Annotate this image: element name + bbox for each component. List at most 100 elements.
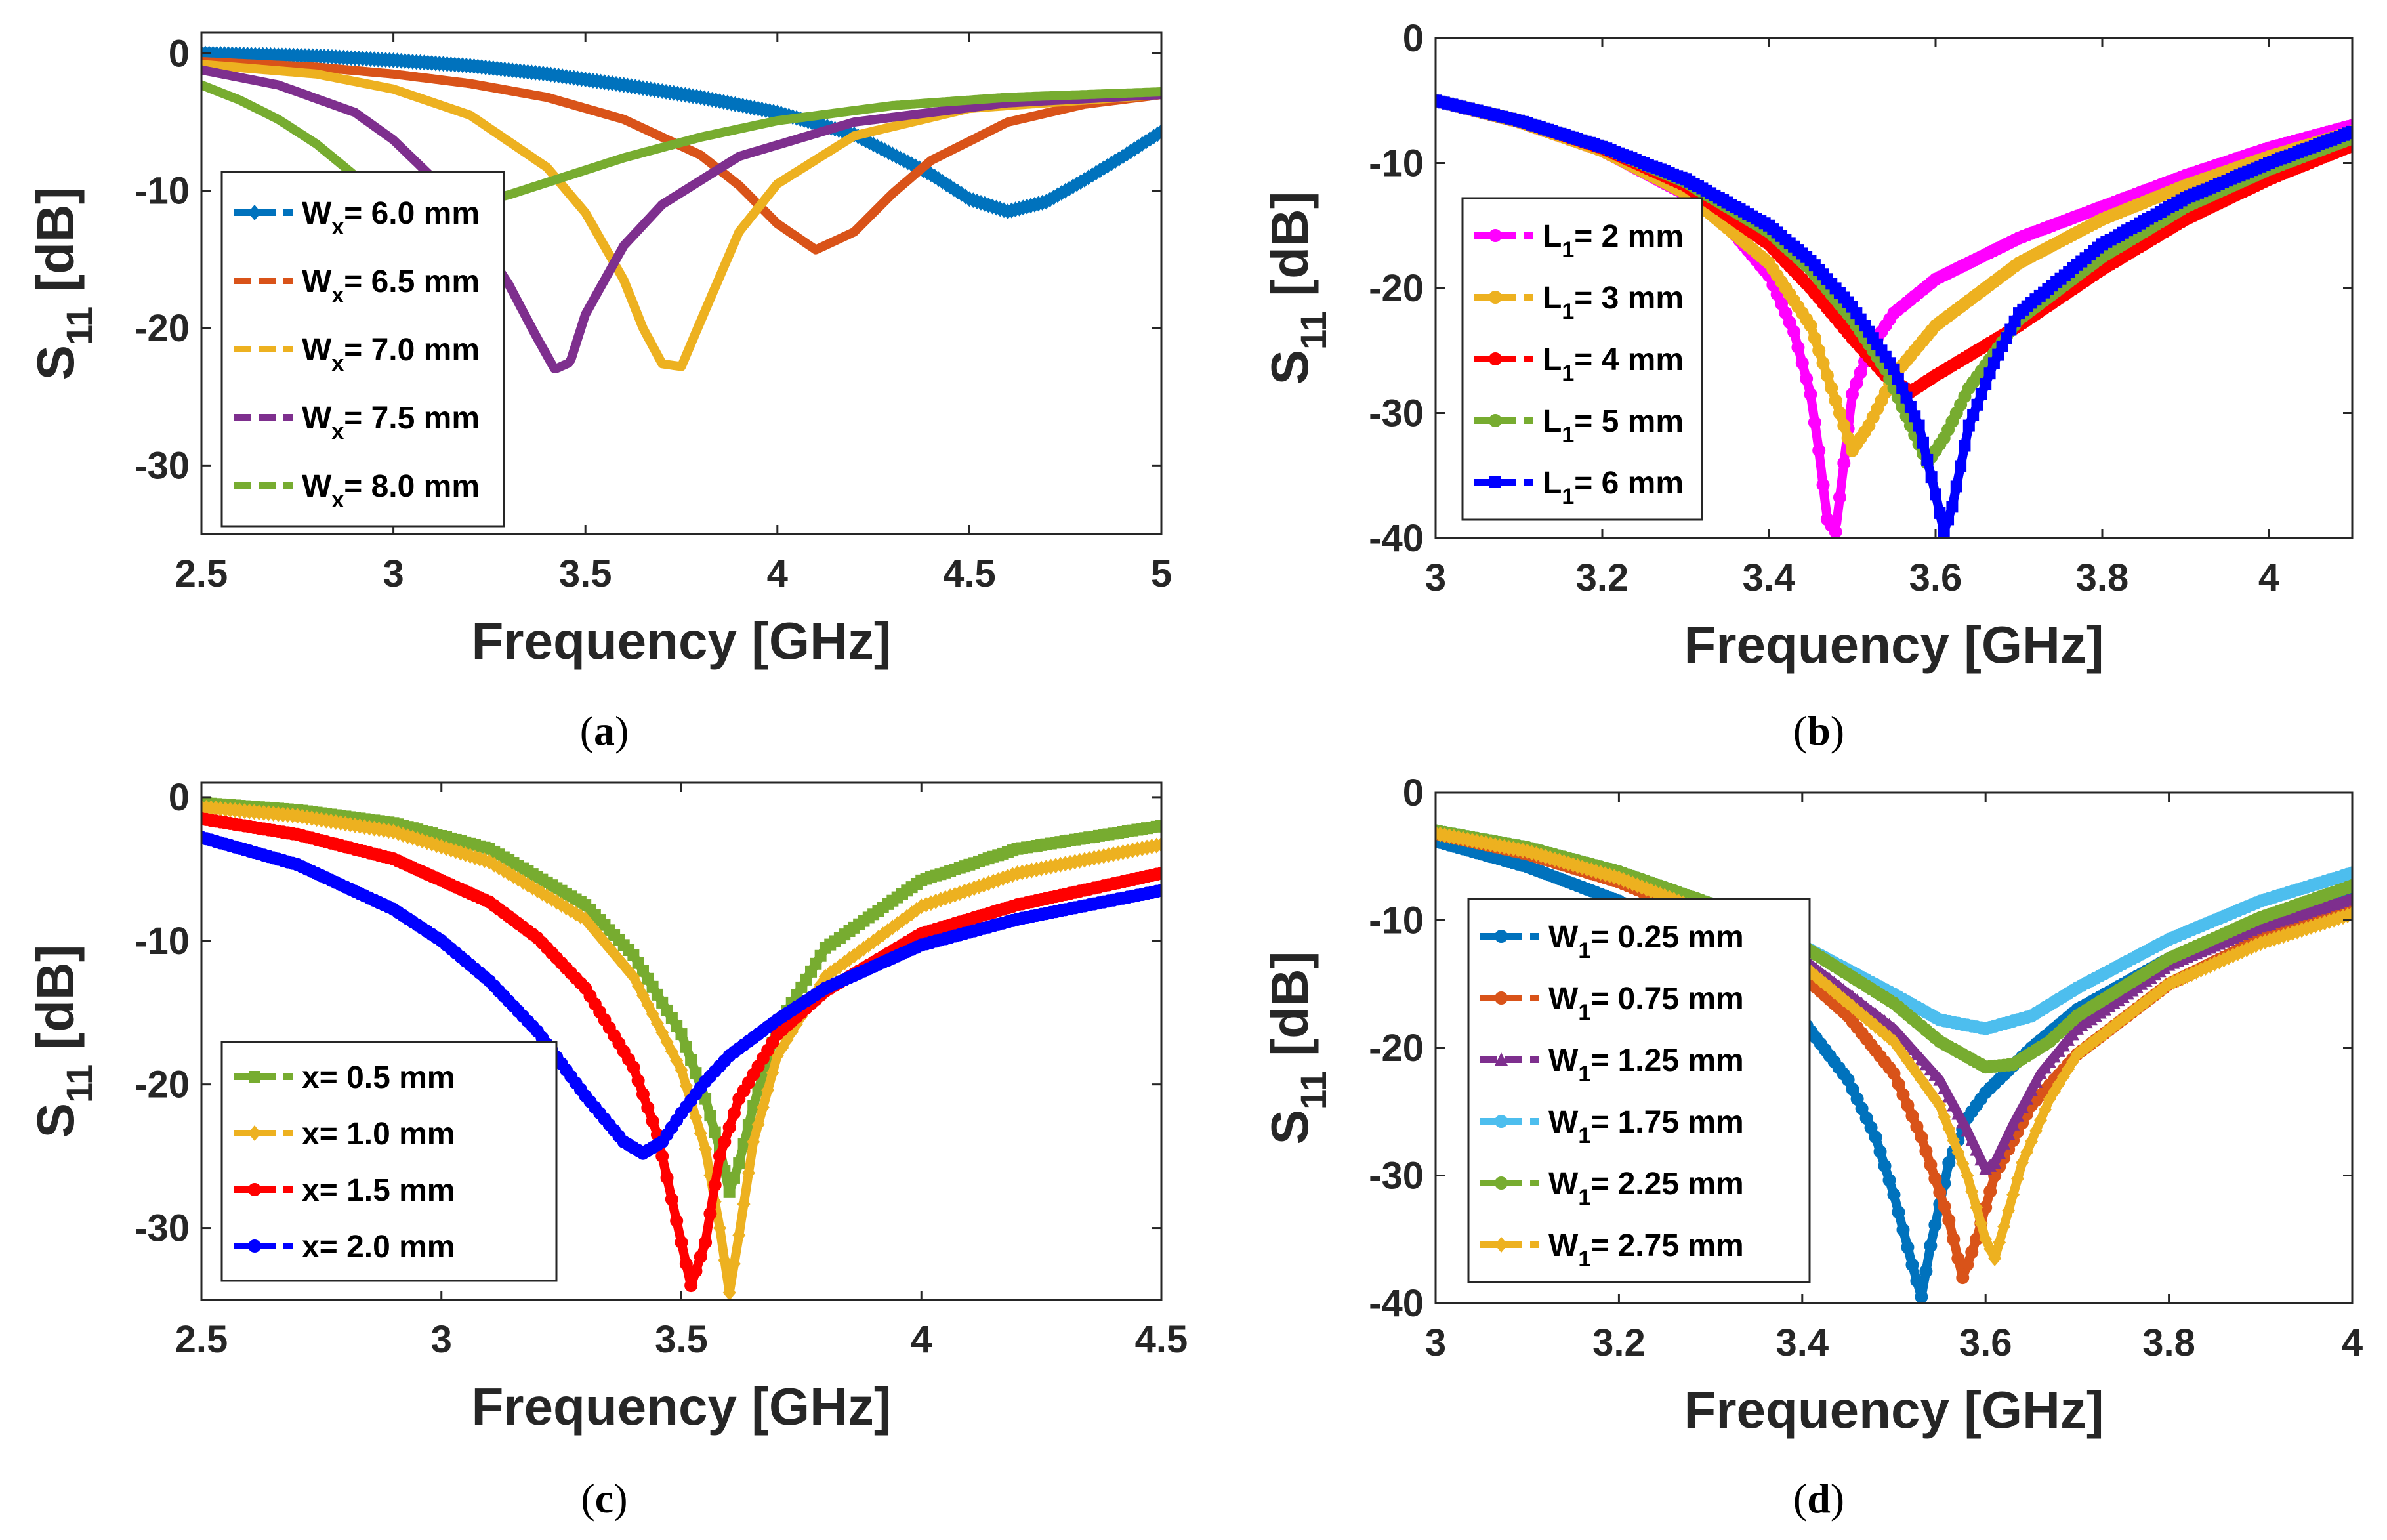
legend-label-main: L (1543, 219, 1562, 254)
legend-label-sub: x (331, 488, 344, 512)
data-point (1942, 1089, 1956, 1103)
legend-marker (1495, 1176, 1508, 1190)
y-tick-label: -30 (1369, 1155, 1424, 1197)
legend: x= 0.5 mm x= 1.0 mm x= 1.5 mm x= 2.0 mm (220, 1041, 558, 1282)
data-point (1919, 1144, 1933, 1158)
data-point (727, 1106, 741, 1120)
data-point (1950, 480, 1962, 493)
data-point (1915, 1290, 1928, 1303)
data-point (1787, 325, 1801, 339)
data-point (655, 1150, 669, 1163)
legend-marker (1495, 991, 1508, 1005)
data-point (732, 1227, 746, 1243)
data-point (689, 1264, 703, 1278)
legend-marker (1489, 229, 1502, 242)
legend-label: x= 1.0 mm (302, 1117, 455, 1152)
data-point (1155, 837, 1161, 853)
legend-entry-5: Wx= 8.0 mm (234, 469, 480, 512)
y-axis-label: S11 [dB] (26, 945, 100, 1138)
legend-label-rest: = 4 mm (1574, 343, 1684, 377)
data-point (675, 1028, 688, 1041)
data-point (1812, 344, 1826, 358)
data-point (1896, 1088, 1910, 1102)
series-group (201, 45, 1161, 373)
legend-label-sub: x (331, 283, 344, 308)
legend-label-main: W (1548, 1228, 1579, 1263)
y-tick-label: -20 (1369, 1027, 1424, 1070)
legend-label-rest: = 7.5 mm (344, 401, 480, 436)
data-point (1887, 1066, 1901, 1080)
data-point (1956, 1271, 1970, 1285)
legend-marker (1495, 1115, 1508, 1128)
y-tick-label: -20 (135, 1064, 190, 1106)
data-point (1955, 460, 1967, 472)
legend-marker (248, 1125, 261, 1141)
legend-label: Wx= 7.5 mm (302, 401, 480, 444)
data-point (728, 1171, 740, 1184)
y-tick-label: -10 (135, 170, 190, 213)
data-point (1837, 419, 1851, 432)
data-point (1829, 525, 1842, 538)
data-point (1837, 456, 1851, 470)
legend-label-rest: = 7.0 mm (344, 333, 480, 367)
data-point (1873, 1145, 1887, 1159)
legend-label: L1= 6 mm (1543, 466, 1684, 509)
data-point (1993, 1146, 2006, 1159)
data-point (1820, 369, 1834, 383)
data-point (1947, 1232, 1961, 1246)
data-point (1983, 1184, 1997, 1198)
x-axis-label: Frequency [GHz] (1684, 615, 2104, 674)
caption-close: ) (1831, 707, 1844, 754)
y-axis-label-main: S (1260, 350, 1319, 385)
y-tick-label: 0 (1403, 772, 1424, 814)
legend-label-sub: 1 (1562, 299, 1574, 324)
legend-marker (249, 1071, 260, 1083)
data-point (1888, 363, 1900, 375)
data-point (742, 1119, 755, 1131)
y-axis-label-unit: [dB] (26, 187, 85, 306)
data-point (1892, 1077, 1905, 1091)
y-axis-label-main: S (26, 1103, 85, 1138)
data-point (727, 1256, 741, 1272)
legend-box (1467, 898, 1811, 1283)
data-point (1971, 398, 1983, 411)
legend-label-main: x= 2.0 mm (302, 1230, 455, 1264)
data-point (699, 1236, 713, 1249)
data-point (660, 1171, 674, 1184)
data-point (646, 1114, 659, 1128)
data-point (2346, 125, 2352, 138)
data-point (1942, 1156, 1956, 1170)
legend-entry-1: L1= 2 mm (1474, 219, 1684, 262)
data-point (1892, 1205, 1905, 1219)
data-point (1988, 1155, 2002, 1169)
data-point (713, 1150, 727, 1163)
x-tick-label: 3.6 (1959, 1321, 2012, 1364)
legend-label: L1= 3 mm (1543, 281, 1684, 324)
caption-open: ( (581, 1475, 594, 1522)
y-tick-label: 0 (169, 32, 190, 75)
data-point (1850, 377, 1863, 390)
panel-caption: (c) (581, 1475, 627, 1522)
data-point (752, 1084, 764, 1096)
data-point (2029, 1074, 2043, 1088)
data-point (761, 1082, 775, 1098)
data-point (756, 1099, 770, 1115)
y-tick-label: -30 (1369, 392, 1424, 435)
legend-entry-3: L1= 4 mm (1474, 343, 1684, 386)
data-point (1155, 123, 1161, 140)
legend-label-main: L (1543, 281, 1562, 316)
x-axis-label: Frequency [GHz] (471, 1377, 891, 1436)
data-point (694, 1125, 707, 1142)
data-point (1924, 1239, 1938, 1253)
panel-caption: (b) (1793, 707, 1844, 754)
legend-label-main: W (302, 401, 332, 436)
legend-label-sub: x (331, 351, 344, 376)
y-tick-label: -10 (1369, 142, 1424, 185)
data-point (1910, 1119, 1924, 1133)
data-point (1925, 471, 1938, 484)
data-point (685, 1054, 697, 1066)
data-point (747, 1100, 760, 1112)
data-point (1933, 1186, 1947, 1199)
